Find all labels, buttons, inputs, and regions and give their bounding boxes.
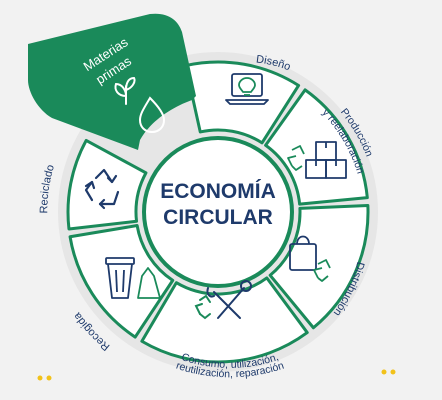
segment-distribucion[interactable] <box>268 203 370 330</box>
segment-recogida[interactable] <box>68 224 175 339</box>
center-title-line2: CIRCULAR <box>163 206 273 229</box>
trash-bin-icon <box>105 257 161 299</box>
label-reciclado: Reciclado <box>38 163 57 213</box>
segment-consumo[interactable] <box>140 276 309 364</box>
decorative-dots <box>37 369 396 381</box>
tools-recycle-icon <box>194 280 252 320</box>
plant-drop-icon <box>114 76 166 134</box>
boxes-recycle-icon <box>287 141 347 179</box>
shopping-bag-recycle-icon <box>289 235 331 282</box>
center-circle <box>142 136 294 288</box>
segment-diseno[interactable] <box>184 60 301 145</box>
segment-reciclado[interactable] <box>66 138 148 231</box>
recycle-icon <box>84 168 120 210</box>
lightbulb-laptop-icon <box>225 73 269 105</box>
center-title-line1: ECONOMÍA <box>160 180 276 203</box>
segment-materias-primas[interactable] <box>28 13 196 151</box>
